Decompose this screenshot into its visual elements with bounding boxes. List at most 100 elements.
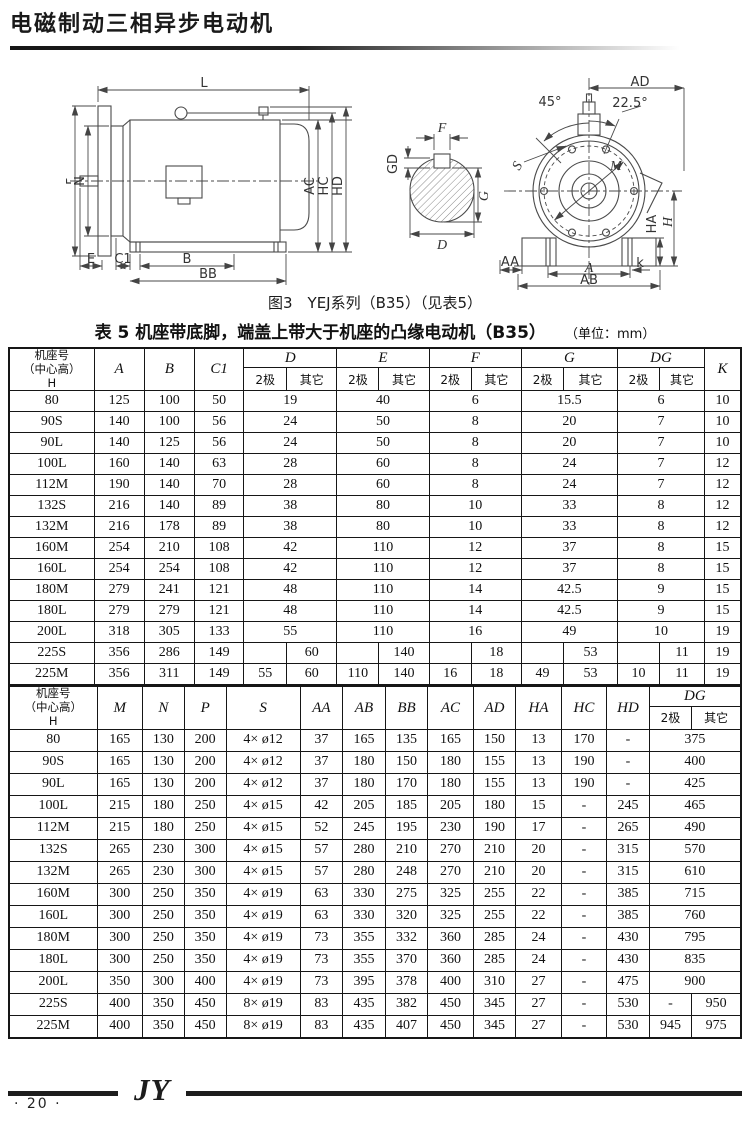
table-cell: 48 xyxy=(243,600,338,623)
table-cell: 400 xyxy=(96,1014,143,1039)
table-cell: 27 xyxy=(515,1014,562,1039)
table-cell: 125 xyxy=(143,432,195,455)
table-cell: 345 xyxy=(472,992,517,1016)
table-cell: 190 xyxy=(472,816,517,840)
table-cell: 16 xyxy=(428,663,472,686)
table-cell: 15 xyxy=(704,558,742,581)
table-cell: 254 xyxy=(93,537,145,560)
dim-label-M: M xyxy=(609,159,623,174)
table-cell: 132S xyxy=(8,495,95,518)
table-cell: 300 xyxy=(183,838,227,862)
table-cell: 180 xyxy=(141,794,185,818)
table-cell: 24 xyxy=(520,474,618,497)
table-cell: 42 xyxy=(299,794,344,818)
table-cell: 570 xyxy=(648,838,742,862)
table-cell: 185 xyxy=(384,794,429,818)
table-cell: 215 xyxy=(96,816,143,840)
table-cell: 170 xyxy=(560,728,608,752)
table-cell: 10 xyxy=(616,621,706,644)
column-header-frame: 机座号 （中心高） H xyxy=(8,347,95,392)
subheader-2pole: 2极 xyxy=(616,367,661,392)
table-cell: 350 xyxy=(183,926,227,950)
table-cell: 24 xyxy=(243,432,338,455)
table-cell: 230 xyxy=(427,816,474,840)
table-unit: （单位：mm） xyxy=(565,327,656,342)
table-cell: 12 xyxy=(704,495,742,518)
dim-label-B: B xyxy=(183,252,192,267)
table-cell: 205 xyxy=(427,794,474,818)
table-cell: 382 xyxy=(384,992,429,1016)
table-cell: 241 xyxy=(143,579,195,602)
column-header-AA: AA xyxy=(299,685,344,730)
dimension-table-part2: 机座号 （中心高） H M N P S AA AB BB AC AD HA HC… xyxy=(8,685,742,1039)
table-cell: 250 xyxy=(141,882,185,906)
table-cell: 205 xyxy=(342,794,386,818)
table-cell: 450 xyxy=(183,992,227,1016)
table-row: 160M 254 210 108 42 110 12 37 8 15 xyxy=(8,537,742,560)
table-cell: 90L xyxy=(8,772,98,796)
table-cell: 15 xyxy=(704,600,742,623)
table-cell: 27 xyxy=(515,970,562,994)
table-cell: 100 xyxy=(143,390,195,413)
table-cell: 355 xyxy=(342,926,386,950)
table-cell: 8 xyxy=(428,453,522,476)
table-cell: 18 xyxy=(470,663,522,686)
table-title: 表 5 机座带底脚，端盖上带大于机座的凸缘电动机（B35） xyxy=(94,323,546,343)
table-cell: 56 xyxy=(193,432,245,455)
table-cell: 38 xyxy=(243,495,338,518)
table-cell: 425 xyxy=(648,772,742,796)
table-cell: 110 xyxy=(336,600,430,623)
table-cell: 28 xyxy=(243,453,338,476)
dim-label-45deg: 45° xyxy=(538,95,561,110)
table-cell: 24 xyxy=(515,926,562,950)
table-cell: 530 xyxy=(606,1014,650,1039)
table-cell: 450 xyxy=(427,992,474,1016)
table-cell: 300 xyxy=(141,970,185,994)
table-cell: 279 xyxy=(143,600,195,623)
column-header-frame: 机座号 （中心高） H xyxy=(8,685,98,730)
column-header-AC: AC xyxy=(427,685,474,730)
table-cell: 255 xyxy=(472,882,517,906)
table-cell: 80 xyxy=(336,495,430,518)
table-cell: 950 xyxy=(691,992,742,1016)
table-cell: 356 xyxy=(93,642,145,665)
table-cell: 350 xyxy=(183,882,227,906)
table-cell: 28 xyxy=(243,474,338,497)
table-cell: 22 xyxy=(515,882,562,906)
table-cell: 400 xyxy=(96,992,143,1016)
table-cell: 73 xyxy=(299,948,344,972)
dim-label-HC: HC xyxy=(317,177,332,196)
table-cell: 355 xyxy=(342,948,386,972)
table-cell: 4× ø19 xyxy=(225,882,301,906)
table-cell: 250 xyxy=(183,794,227,818)
table-cell: 286 xyxy=(143,642,195,665)
table-cell: 300 xyxy=(96,882,143,906)
table-cell: 279 xyxy=(93,579,145,602)
table-row: 132S 216 140 89 38 80 10 33 8 12 xyxy=(8,495,742,518)
table-cell: 245 xyxy=(342,816,386,840)
table-cell: 180 xyxy=(342,750,386,774)
table-cell: 180M xyxy=(8,926,98,950)
table-cell: 18 xyxy=(470,642,522,665)
table-cell: 100 xyxy=(143,411,195,434)
table-cell: 140 xyxy=(143,453,195,476)
table-row: 200L 318 305 133 55 110 16 49 10 19 xyxy=(8,621,742,644)
table-cell: 4× ø19 xyxy=(225,904,301,928)
table-row: 225M 356 311 149 55 60 110 140 16 18 49 53 10 11 19 xyxy=(8,663,742,686)
table-cell: 325 xyxy=(427,882,474,906)
table-cell: 70 xyxy=(193,474,245,497)
dimension-table-part1: 机座号 （中心高） H A B C1 D E F G DG K 2极 其它 2极… xyxy=(8,347,742,687)
table-cell: 10 xyxy=(704,411,742,434)
table-cell: - xyxy=(560,992,608,1016)
subheader-2pole: 2极 xyxy=(428,367,472,392)
table-cell: 180 xyxy=(472,794,517,818)
table-cell: 140 xyxy=(143,495,195,518)
dim-label-N: N xyxy=(73,176,88,186)
dim-label-C1: C1 xyxy=(114,252,131,267)
table-cell: 4× ø15 xyxy=(225,794,301,818)
table-cell: 130 xyxy=(141,728,185,752)
table-cell: 63 xyxy=(299,882,344,906)
table-cell: 430 xyxy=(606,948,650,972)
table-cell: - xyxy=(648,992,693,1016)
table-row: 160L 300 250 350 4× ø19 63 330 320 325 255 22-385 7… xyxy=(8,904,742,928)
